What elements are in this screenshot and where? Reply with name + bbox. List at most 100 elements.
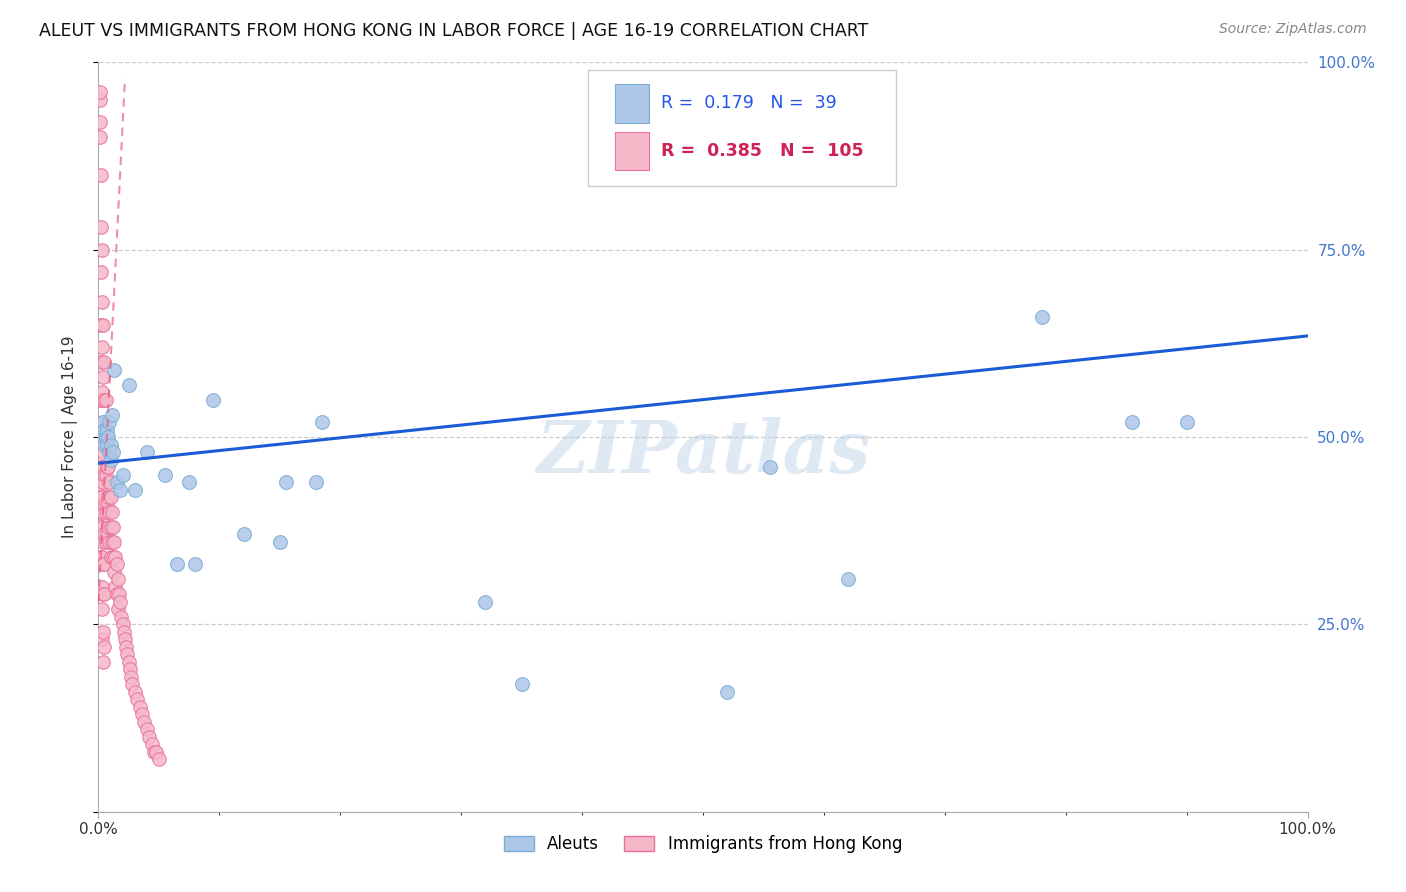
Point (118, 655, 141, 669)
Point (110, 610, 132, 624)
Point (105, 587, 128, 601)
Point (93, 423, 115, 437)
Point (93, 392, 115, 407)
Point (91, 624, 114, 639)
Point (134, 714, 156, 729)
Point (100, 452, 122, 467)
FancyBboxPatch shape (614, 84, 648, 123)
Point (89, 93, 111, 107)
Point (98, 415, 121, 429)
Point (91, 295, 114, 310)
Point (1121, 415, 1143, 429)
Point (90, 549, 112, 564)
Point (1031, 310, 1053, 325)
Point (269, 535, 291, 549)
Point (184, 558, 207, 572)
Point (91, 243, 114, 257)
Point (97, 460, 120, 475)
Point (101, 520, 124, 534)
Point (96, 430, 118, 444)
Point (474, 595, 496, 609)
Point (118, 377, 141, 392)
Point (274, 475, 297, 489)
Point (103, 565, 125, 579)
Point (202, 392, 225, 407)
FancyBboxPatch shape (588, 70, 897, 186)
Point (90, 490, 112, 504)
Point (103, 535, 125, 549)
Point (93, 587, 115, 601)
Point (124, 685, 146, 699)
Point (148, 752, 170, 766)
Point (758, 460, 780, 475)
Point (89, 392, 111, 407)
Point (91, 580, 114, 594)
Point (716, 685, 738, 699)
Point (91, 632, 114, 647)
Point (232, 527, 254, 541)
Point (89, 483, 111, 497)
Point (96, 460, 118, 475)
Point (91, 445, 114, 459)
Point (91, 318, 114, 332)
Point (143, 745, 166, 759)
Point (98, 445, 121, 459)
Point (93, 640, 115, 654)
Point (91, 430, 114, 444)
Point (91, 370, 114, 384)
Point (91, 535, 114, 549)
Point (91, 549, 114, 564)
Point (96, 498, 118, 512)
Point (90, 355, 112, 369)
Point (89, 430, 111, 444)
Point (105, 558, 128, 572)
Point (91, 505, 114, 519)
Point (138, 730, 160, 744)
Text: Source: ZipAtlas.com: Source: ZipAtlas.com (1219, 22, 1367, 37)
Point (510, 677, 533, 691)
Point (127, 692, 149, 706)
Point (100, 408, 122, 422)
Point (91, 602, 114, 616)
Point (93, 467, 115, 482)
Point (91, 587, 114, 601)
Point (94, 430, 117, 444)
Point (131, 707, 153, 722)
Point (90, 265, 112, 279)
Point (90, 220, 112, 235)
Point (90, 318, 112, 332)
Point (91, 460, 114, 475)
Point (1175, 415, 1198, 429)
Point (94, 467, 117, 482)
Point (118, 662, 141, 676)
Point (91, 415, 114, 429)
Point (90, 168, 112, 182)
Point (98, 505, 121, 519)
Point (93, 527, 115, 541)
Point (120, 670, 142, 684)
Point (91, 340, 114, 354)
Point (91, 475, 114, 489)
Point (104, 549, 127, 564)
Point (93, 558, 115, 572)
Point (97, 520, 120, 534)
Legend: Aleuts, Immigrants from Hong Kong: Aleuts, Immigrants from Hong Kong (498, 829, 908, 860)
Point (91, 558, 114, 572)
Point (91, 430, 114, 444)
Point (117, 648, 139, 662)
Point (90, 430, 112, 444)
Point (115, 640, 138, 654)
Point (311, 415, 333, 429)
Point (121, 677, 143, 691)
Point (89, 505, 111, 519)
Point (91, 655, 114, 669)
Point (97, 490, 120, 504)
Point (108, 587, 131, 601)
Point (112, 624, 135, 639)
Point (128, 699, 150, 714)
Point (91, 415, 114, 429)
Point (111, 617, 134, 632)
Point (93, 437, 115, 451)
Point (90, 392, 112, 407)
Text: ALEUT VS IMMIGRANTS FROM HONG KONG IN LABOR FORCE | AGE 16-19 CORRELATION CHART: ALEUT VS IMMIGRANTS FROM HONG KONG IN LA… (39, 22, 869, 40)
